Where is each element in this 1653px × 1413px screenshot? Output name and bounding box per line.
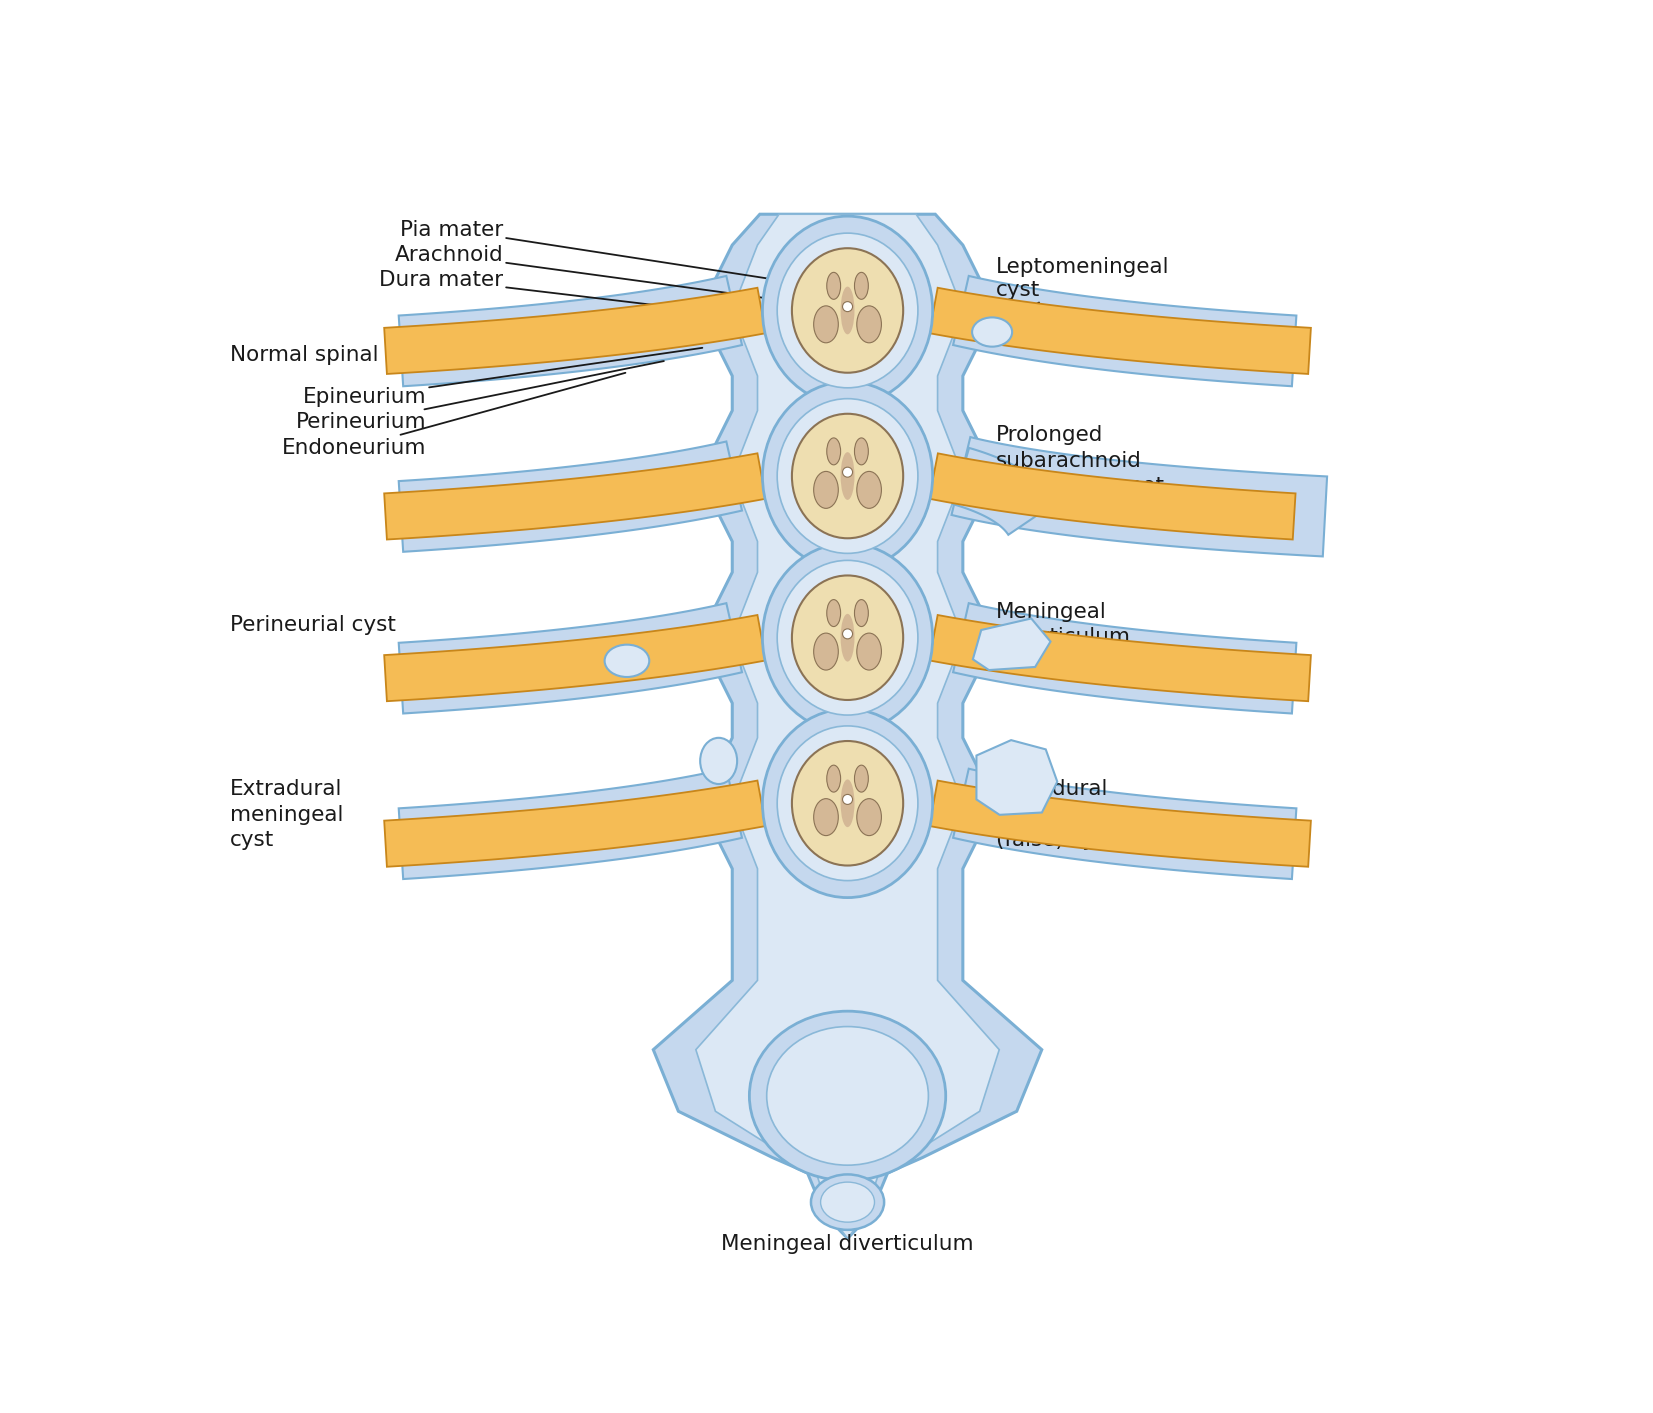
Ellipse shape xyxy=(749,1012,946,1181)
Circle shape xyxy=(843,629,853,639)
Ellipse shape xyxy=(762,216,932,404)
Polygon shape xyxy=(383,288,765,374)
Text: Normal spinal nerve: Normal spinal nerve xyxy=(230,345,446,365)
Polygon shape xyxy=(398,441,742,552)
Ellipse shape xyxy=(777,561,917,715)
Ellipse shape xyxy=(826,438,841,465)
Polygon shape xyxy=(398,603,742,714)
Text: Extradural
meningeal
cyst: Extradural meningeal cyst xyxy=(230,779,344,851)
Circle shape xyxy=(843,794,853,804)
Polygon shape xyxy=(398,769,742,879)
Ellipse shape xyxy=(826,273,841,300)
Ellipse shape xyxy=(792,414,903,538)
Ellipse shape xyxy=(972,318,1012,346)
Ellipse shape xyxy=(841,613,855,661)
Ellipse shape xyxy=(762,544,932,732)
Ellipse shape xyxy=(856,472,881,509)
Text: Perineurium: Perineurium xyxy=(296,362,665,432)
Ellipse shape xyxy=(856,798,881,835)
Ellipse shape xyxy=(820,1183,874,1222)
Polygon shape xyxy=(383,615,765,701)
Ellipse shape xyxy=(855,766,868,793)
Text: Meningeal diverticulum: Meningeal diverticulum xyxy=(721,1234,974,1253)
Polygon shape xyxy=(952,448,1056,534)
Polygon shape xyxy=(398,276,742,386)
Circle shape xyxy=(843,468,853,478)
Circle shape xyxy=(843,301,853,312)
Polygon shape xyxy=(696,215,1000,1238)
Polygon shape xyxy=(952,437,1327,557)
Ellipse shape xyxy=(813,798,838,835)
Ellipse shape xyxy=(777,398,917,554)
Ellipse shape xyxy=(855,273,868,300)
Text: Epineurium: Epineurium xyxy=(302,348,703,407)
Polygon shape xyxy=(954,276,1296,386)
Ellipse shape xyxy=(856,305,881,343)
Polygon shape xyxy=(929,615,1311,701)
Polygon shape xyxy=(929,288,1311,374)
Ellipse shape xyxy=(826,599,841,626)
Ellipse shape xyxy=(856,633,881,670)
Ellipse shape xyxy=(777,233,917,387)
Ellipse shape xyxy=(841,452,855,500)
Text: Prolonged
subarachnoid
space over root: Prolonged subarachnoid space over root xyxy=(997,425,1164,496)
Polygon shape xyxy=(954,603,1296,714)
Polygon shape xyxy=(929,454,1296,540)
Ellipse shape xyxy=(792,575,903,699)
Ellipse shape xyxy=(855,599,868,626)
Ellipse shape xyxy=(813,305,838,343)
Ellipse shape xyxy=(855,438,868,465)
Ellipse shape xyxy=(792,740,903,866)
Text: Extradural
meningeal
(false) cyst: Extradural meningeal (false) cyst xyxy=(997,779,1116,851)
Ellipse shape xyxy=(762,382,932,571)
Text: Leptomeningeal
cyst: Leptomeningeal cyst xyxy=(997,257,1170,324)
Polygon shape xyxy=(653,215,1041,1238)
Ellipse shape xyxy=(813,472,838,509)
Polygon shape xyxy=(929,780,1311,866)
Text: Meningeal
diverticulum: Meningeal diverticulum xyxy=(997,602,1131,647)
Polygon shape xyxy=(954,769,1296,879)
Polygon shape xyxy=(383,780,765,866)
Text: Perineurial cyst: Perineurial cyst xyxy=(230,615,395,634)
Text: Arachnoid: Arachnoid xyxy=(395,244,797,302)
Text: Dura mater: Dura mater xyxy=(379,270,782,321)
Ellipse shape xyxy=(841,287,855,335)
Ellipse shape xyxy=(813,633,838,670)
Polygon shape xyxy=(383,454,765,540)
Ellipse shape xyxy=(701,738,737,784)
Ellipse shape xyxy=(792,249,903,373)
Text: Pia mater: Pia mater xyxy=(400,219,813,285)
Ellipse shape xyxy=(812,1174,884,1229)
Ellipse shape xyxy=(767,1027,929,1166)
Ellipse shape xyxy=(826,766,841,793)
Polygon shape xyxy=(974,619,1051,670)
Text: Endoneurium: Endoneurium xyxy=(283,373,625,458)
Ellipse shape xyxy=(605,644,650,677)
Ellipse shape xyxy=(841,780,855,827)
Ellipse shape xyxy=(777,726,917,880)
Ellipse shape xyxy=(762,709,932,897)
Polygon shape xyxy=(977,740,1058,815)
